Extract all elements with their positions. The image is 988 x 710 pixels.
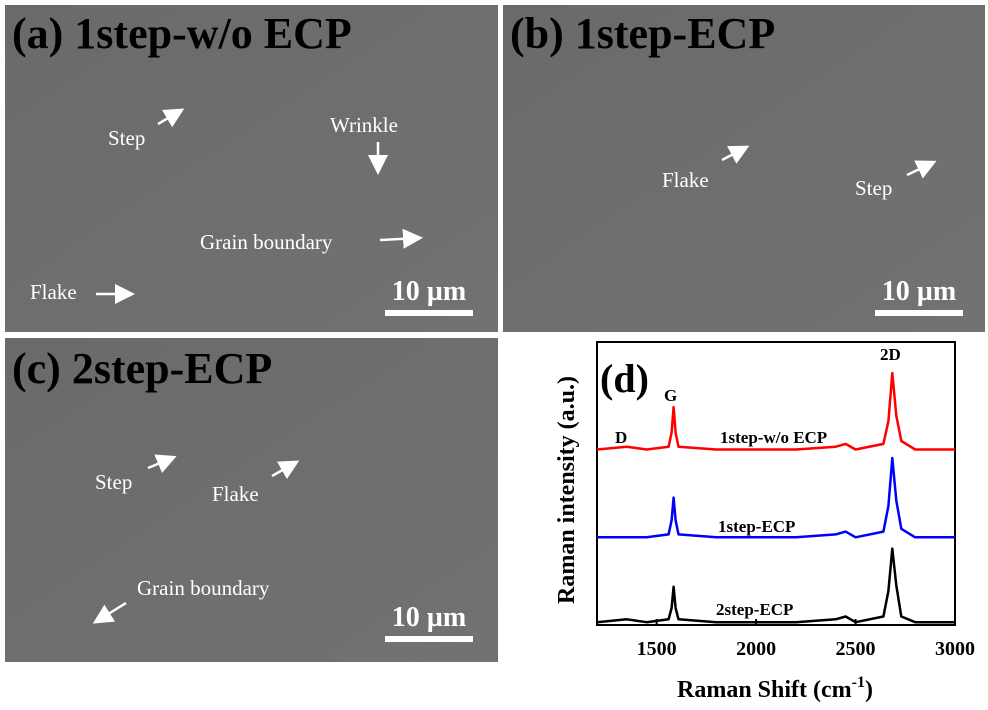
panel-label: (c) 2step-ECP	[12, 344, 272, 393]
annotation: Grain boundary	[200, 230, 333, 254]
annotation: Step	[95, 470, 132, 494]
panel-label: (d)	[600, 356, 649, 401]
panel-label: (a) 1step-w/o ECP	[12, 9, 352, 58]
x-tick-label: 2500	[836, 638, 876, 660]
x-label-suffix: )	[865, 677, 873, 703]
annotation: Flake	[662, 168, 709, 192]
x-label-sup: -1	[852, 674, 865, 691]
x-tick-label: 3000	[935, 638, 975, 660]
annotation: Wrinkle	[330, 113, 398, 137]
figure: (a) 1step-w/o ECP Step Wrinkle Grain bou…	[0, 0, 988, 710]
y-axis-label: Raman intensity (a.u.)	[554, 376, 580, 604]
scale-bar-label: 10 µm	[392, 602, 466, 633]
scale-bar-label: 10 µm	[882, 276, 956, 307]
x-label-text: Raman Shift (cm	[677, 677, 852, 703]
peak-label: D	[615, 428, 627, 447]
annotation: Grain boundary	[137, 576, 270, 600]
x-tick-label: 1500	[637, 638, 677, 660]
peak-label: 2D	[880, 345, 901, 364]
scale-bar-label: 10 µm	[392, 276, 466, 307]
annotation: Flake	[30, 280, 77, 304]
series-label: 1step-ECP	[718, 517, 795, 536]
annotation: Step	[855, 176, 892, 200]
panel-label: (b) 1step-ECP	[510, 9, 775, 58]
x-tick-label: 2000	[736, 638, 776, 660]
series-label: 2step-ECP	[716, 600, 793, 619]
annotation: Step	[108, 126, 145, 150]
peak-label: G	[664, 386, 677, 405]
x-axis-label: Raman Shift (cm-1)	[677, 674, 873, 703]
series-label: 1step-w/o ECP	[720, 428, 827, 447]
annotation: Flake	[212, 482, 259, 506]
